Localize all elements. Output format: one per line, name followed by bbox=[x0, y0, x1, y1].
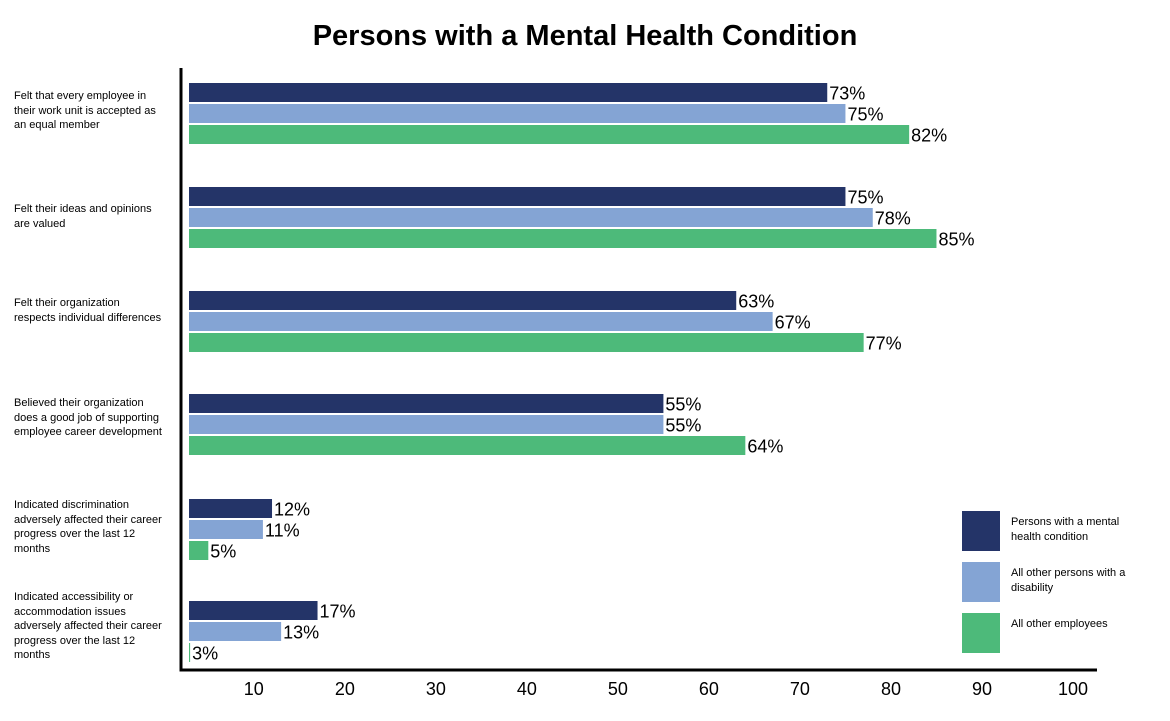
data-label: 5% bbox=[210, 542, 236, 562]
data-label: 85% bbox=[938, 230, 974, 250]
data-label: 3% bbox=[192, 644, 218, 664]
data-label: 67% bbox=[775, 313, 811, 333]
x-tick-label: 80 bbox=[881, 679, 901, 699]
data-label: 11% bbox=[265, 521, 300, 541]
data-label: 63% bbox=[738, 292, 774, 312]
x-tick-label: 90 bbox=[972, 679, 992, 699]
legend-item: All other persons with a disability bbox=[962, 562, 1162, 604]
bar bbox=[189, 394, 664, 413]
legend-swatch bbox=[962, 613, 1000, 653]
bar bbox=[189, 104, 846, 123]
x-tick-label: 10 bbox=[244, 679, 264, 699]
data-label: 55% bbox=[665, 416, 701, 436]
bar bbox=[189, 541, 209, 560]
data-label: 13% bbox=[283, 623, 319, 643]
data-label: 55% bbox=[665, 395, 701, 415]
bar bbox=[189, 187, 846, 206]
bar bbox=[189, 333, 864, 352]
category-label: Indicated accessibility or accommodation… bbox=[14, 591, 162, 661]
x-tick-label: 40 bbox=[517, 679, 537, 699]
category-label: Believed their organization does a good … bbox=[14, 397, 162, 438]
bar bbox=[189, 520, 263, 539]
data-label: 78% bbox=[875, 209, 911, 229]
data-label: 75% bbox=[847, 105, 883, 125]
data-label: 64% bbox=[747, 437, 783, 457]
x-tick-label: 100 bbox=[1058, 679, 1088, 699]
bar bbox=[189, 415, 664, 434]
legend-swatch bbox=[962, 562, 1000, 602]
category-label: Felt their ideas and opinions are valued bbox=[14, 203, 152, 230]
bar bbox=[189, 208, 873, 227]
x-tick-label: 20 bbox=[335, 679, 355, 699]
bar bbox=[189, 622, 282, 641]
category-label: Felt that every employee in their work u… bbox=[14, 90, 156, 131]
data-label: 75% bbox=[847, 188, 883, 208]
category-label: Indicated discrimination adversely affec… bbox=[14, 499, 162, 555]
category-label: Felt their organization respects individ… bbox=[14, 297, 162, 324]
bar bbox=[189, 601, 318, 620]
bar bbox=[189, 499, 273, 518]
x-tick-label: 60 bbox=[699, 679, 719, 699]
x-tick-label: 70 bbox=[790, 679, 810, 699]
data-label: 17% bbox=[320, 602, 356, 622]
data-label: 77% bbox=[866, 334, 902, 354]
legend-label: All other employees bbox=[1011, 618, 1108, 630]
bar bbox=[189, 125, 910, 144]
legend-label: Persons with a mental health condition bbox=[1011, 516, 1120, 543]
bar bbox=[189, 83, 828, 102]
bar bbox=[189, 229, 937, 248]
x-tick-label: 50 bbox=[608, 679, 628, 699]
legend-swatch bbox=[962, 511, 1000, 551]
bar bbox=[189, 312, 773, 331]
bar bbox=[189, 643, 191, 662]
x-tick-label: 30 bbox=[426, 679, 446, 699]
data-label: 12% bbox=[274, 500, 310, 520]
data-label: 82% bbox=[911, 126, 947, 146]
legend-item: Persons with a mental health condition bbox=[962, 511, 1162, 553]
legend-item: All other employees bbox=[962, 613, 1162, 655]
legend-label: All other persons with a disability bbox=[1011, 567, 1126, 594]
bar bbox=[189, 291, 737, 310]
bar bbox=[189, 436, 746, 455]
data-label: 73% bbox=[829, 84, 865, 104]
chart-title: Persons with a Mental Health Condition bbox=[312, 20, 858, 52]
